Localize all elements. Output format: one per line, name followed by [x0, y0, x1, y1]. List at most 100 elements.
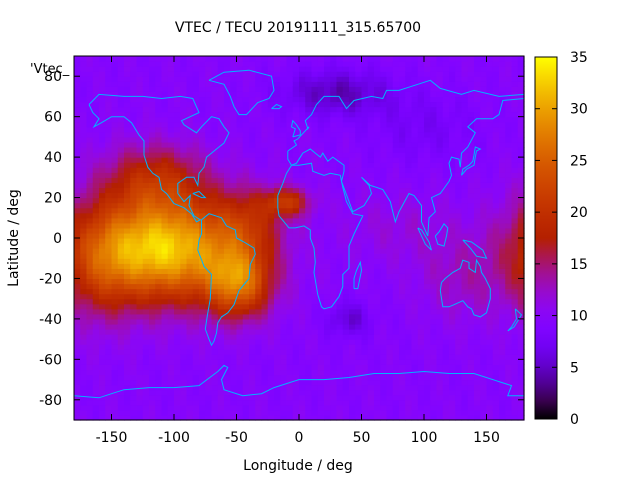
heatmap-cell — [386, 293, 394, 300]
heatmap-cell — [305, 253, 313, 259]
heatmap-cell — [499, 394, 506, 401]
heatmap-cell — [399, 379, 406, 386]
heatmap-cell — [349, 222, 356, 229]
heatmap-cell — [161, 111, 169, 118]
heatmap-cell — [105, 344, 113, 350]
heatmap-cell — [467, 283, 475, 290]
heatmap-cell — [111, 349, 119, 355]
heatmap-cell — [180, 283, 188, 290]
heatmap-cell — [174, 157, 181, 163]
heatmap-cell — [499, 329, 506, 335]
heatmap-cell — [124, 258, 131, 264]
heatmap-cell — [99, 404, 106, 411]
heatmap-cell — [367, 81, 375, 87]
heatmap-cell — [286, 243, 294, 249]
heatmap-cell — [242, 329, 250, 335]
heatmap-cell — [380, 172, 388, 178]
heatmap-cell — [367, 253, 375, 259]
heatmap-cell — [349, 414, 356, 421]
heatmap-cell — [305, 258, 313, 264]
heatmap-cell — [474, 141, 481, 148]
heatmap-cell — [155, 81, 163, 87]
heatmap-cell — [130, 339, 138, 345]
heatmap-cell — [305, 293, 313, 300]
heatmap-cell — [317, 202, 325, 209]
heatmap-cell — [99, 131, 106, 138]
heatmap-cell — [286, 202, 294, 209]
heatmap-cell — [124, 76, 131, 82]
heatmap-cell — [480, 192, 488, 199]
heatmap-cell — [417, 187, 425, 194]
heatmap-cell — [305, 369, 313, 376]
heatmap-cell — [111, 232, 119, 239]
heatmap-cell — [249, 389, 256, 396]
heatmap-cell — [399, 238, 406, 244]
heatmap-cell — [349, 298, 356, 305]
heatmap-cell — [267, 339, 275, 345]
heatmap-cell — [355, 106, 363, 113]
heatmap-cell — [224, 76, 231, 82]
heatmap-cell — [86, 192, 94, 199]
heatmap-cell — [342, 116, 350, 123]
heatmap-cell — [255, 308, 263, 315]
heatmap-cell — [317, 243, 325, 249]
heatmap-cell — [280, 56, 288, 62]
heatmap-cell — [286, 101, 294, 108]
heatmap-cell — [280, 379, 288, 386]
heatmap-cell — [155, 354, 163, 360]
heatmap-cell — [430, 222, 438, 229]
heatmap-cell — [224, 354, 231, 360]
heatmap-cell — [361, 344, 369, 350]
heatmap-cell — [299, 384, 306, 391]
heatmap-cell — [249, 404, 256, 411]
heatmap-cell — [192, 207, 200, 214]
heatmap-cell — [474, 61, 481, 67]
heatmap-cell — [361, 293, 369, 300]
heatmap-cell — [192, 354, 200, 360]
heatmap-cell — [411, 364, 419, 371]
heatmap-cell — [174, 217, 181, 224]
heatmap-cell — [455, 197, 463, 204]
heatmap-cell — [311, 288, 319, 295]
heatmap-cell — [330, 263, 338, 269]
heatmap-cell — [242, 212, 250, 219]
heatmap-cell — [449, 71, 456, 77]
heatmap-cell — [124, 217, 131, 224]
heatmap-cell — [105, 116, 113, 123]
heatmap-cell — [330, 389, 338, 396]
heatmap-cell — [199, 389, 206, 396]
heatmap-cell — [442, 147, 450, 153]
heatmap-cell — [124, 61, 131, 67]
heatmap-cell — [499, 61, 506, 67]
heatmap-cell — [299, 101, 306, 108]
heatmap-cell — [74, 126, 81, 133]
heatmap-cell — [86, 162, 94, 168]
heatmap-cell — [249, 349, 256, 355]
heatmap-cell — [117, 323, 125, 330]
heatmap-cell — [99, 258, 106, 264]
heatmap-cell — [355, 359, 363, 365]
heatmap-cell — [305, 131, 313, 138]
heatmap-cell — [186, 298, 194, 305]
heatmap-cell — [136, 243, 144, 249]
heatmap-cell — [74, 131, 81, 138]
heatmap-cell — [217, 283, 225, 290]
heatmap-cell — [474, 86, 481, 92]
heatmap-cell — [349, 61, 356, 67]
heatmap-cell — [405, 409, 413, 416]
heatmap-cell — [155, 379, 163, 386]
heatmap-cell — [386, 131, 394, 138]
heatmap-cell — [330, 308, 338, 315]
heatmap-cell — [367, 66, 375, 72]
heatmap-cell — [361, 116, 369, 123]
heatmap-cell — [255, 258, 263, 264]
heatmap-cell — [405, 207, 413, 214]
heatmap-cell — [355, 318, 363, 325]
heatmap-cell — [399, 313, 406, 320]
heatmap-cell — [342, 359, 350, 365]
heatmap-cell — [255, 152, 263, 158]
heatmap-cell — [280, 404, 288, 411]
heatmap-cell — [436, 364, 444, 371]
heatmap-cell — [449, 91, 456, 98]
heatmap-cell — [186, 268, 194, 274]
